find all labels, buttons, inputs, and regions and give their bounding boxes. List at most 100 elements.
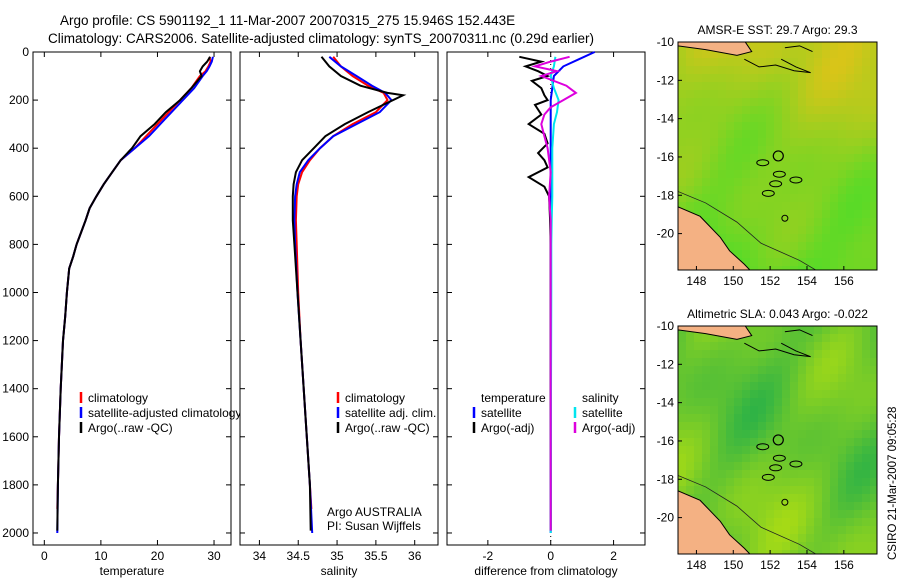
x-axis-label: difference from climatology (474, 564, 617, 578)
map-cell (830, 202, 838, 210)
map-cell (742, 66, 750, 74)
map-cell (814, 178, 822, 186)
map-cell (854, 422, 862, 430)
map-cell (838, 178, 846, 186)
map-cell (822, 430, 830, 438)
map-cell (830, 494, 838, 502)
map-cell (686, 114, 694, 122)
map-cell (846, 446, 854, 454)
map-cell (774, 138, 782, 146)
map-cell (854, 542, 862, 550)
map-cell (686, 58, 694, 66)
y-tick-label: -16 (657, 434, 675, 448)
map-cell (766, 98, 774, 106)
map-cell (734, 342, 742, 350)
map-cell (702, 98, 710, 106)
map-cell (702, 478, 710, 486)
map-cell (710, 406, 718, 414)
map-cell (790, 178, 798, 186)
reef-outline (781, 214, 789, 222)
map-cell (718, 334, 726, 342)
map-cell (822, 366, 830, 374)
map-cell (798, 518, 806, 526)
map-cell (822, 202, 830, 210)
map-cell (718, 454, 726, 462)
map-cell (702, 146, 710, 154)
map-cell (686, 82, 694, 90)
map-cell (750, 146, 758, 154)
map-cell (758, 486, 766, 494)
map-cell (750, 114, 758, 122)
map-cell (734, 122, 742, 130)
map-cell (726, 382, 734, 390)
map-cell (774, 250, 782, 258)
map-cell (758, 334, 766, 342)
map-cell (854, 162, 862, 170)
map-cell (678, 406, 686, 414)
map-cell (686, 422, 694, 430)
map-cell (790, 162, 798, 170)
map-cell (822, 66, 830, 74)
map-cell (838, 138, 846, 146)
map-cell (806, 130, 814, 138)
map-cell (694, 58, 702, 66)
map-cell (742, 358, 750, 366)
map-cell (750, 266, 758, 270)
map-cell (734, 526, 742, 534)
map-cell (798, 226, 806, 234)
map-cell (870, 454, 877, 462)
map-cell (702, 374, 710, 382)
map-cell (870, 478, 877, 486)
map-cell (766, 162, 774, 170)
map-cell (862, 334, 870, 342)
map-cell (758, 74, 766, 82)
map-cell (702, 202, 710, 210)
map-cell (750, 90, 758, 98)
map-cell (854, 122, 862, 130)
map-cell (822, 358, 830, 366)
y-tick-label: -14 (657, 396, 675, 410)
map-cell (734, 494, 742, 502)
map-cell (870, 326, 877, 334)
map-cell (798, 494, 806, 502)
map-cell (726, 494, 734, 502)
map-cell (750, 98, 758, 106)
map-cell (862, 154, 870, 162)
map-cell (726, 398, 734, 406)
map-cell (822, 334, 830, 342)
map-cell (814, 258, 822, 266)
map-cell (718, 374, 726, 382)
map-cell (870, 106, 877, 114)
map-cell (782, 178, 790, 186)
map-cell (718, 130, 726, 138)
map-cell (726, 66, 734, 74)
map-cell (830, 74, 838, 82)
map-cell (718, 218, 726, 226)
map-cell (726, 58, 734, 66)
map-cell (798, 390, 806, 398)
map-cell (838, 42, 846, 50)
map-cell (790, 374, 798, 382)
map-cell (702, 406, 710, 414)
map-cell (718, 170, 726, 178)
map-cell (726, 146, 734, 154)
map-cell (830, 138, 838, 146)
map-cell (798, 486, 806, 494)
island-outline (744, 342, 811, 358)
map-cell (710, 374, 718, 382)
map-cell (710, 194, 718, 202)
map-cell (742, 502, 750, 510)
map-cell (766, 234, 774, 242)
map-cell (742, 422, 750, 430)
map-cell (870, 82, 877, 90)
map-cell (734, 234, 742, 242)
map-cell (798, 250, 806, 258)
map-cell (782, 518, 790, 526)
map-cell (734, 82, 742, 90)
map-cell (870, 526, 877, 534)
y-tick-label: 800 (9, 237, 29, 251)
map-cell (870, 502, 877, 510)
map-cell (726, 210, 734, 218)
map-cell (854, 526, 862, 534)
map-cell (750, 42, 758, 50)
